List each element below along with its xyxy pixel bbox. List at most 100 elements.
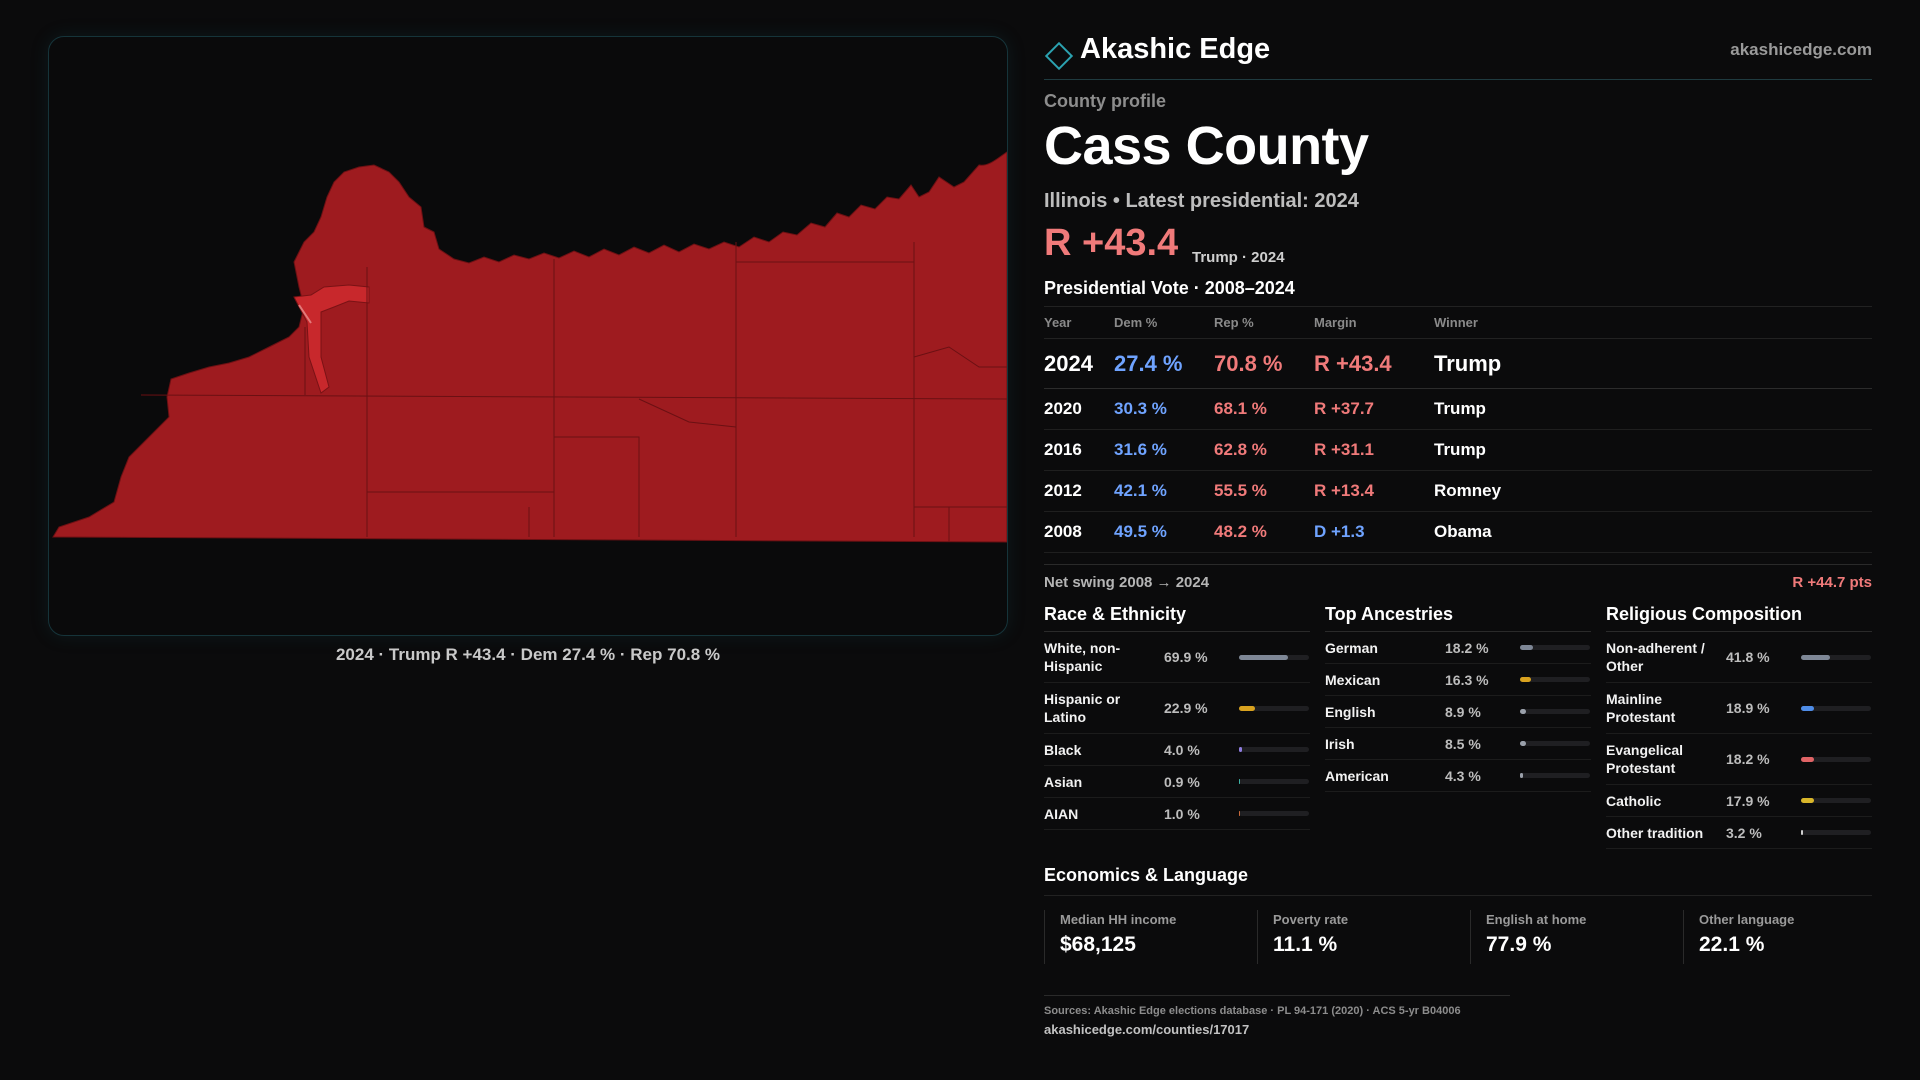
religion-row: Catholic 17.9 % [1606,785,1872,817]
net-swing-label: Net swing 2008 → 2024 [1044,574,1210,591]
net-swing-value: R +44.7 pts [1792,574,1872,591]
page-subtitle: Illinois • Latest presidential: 2024 [1044,190,1359,212]
race-row: Asian 0.9 % [1044,766,1310,798]
vote-rep-pct: 55.5 % [1214,470,1314,512]
vote-row-2016: 2016 31.6 % 62.8 % R +31.1 Trump [1044,429,1872,471]
econ-key: Other language [1699,912,1795,927]
religion-value: 41.8 % [1726,649,1770,665]
ancestry-section-title: Top Ancestries [1325,602,1591,632]
religion-bar [1801,830,1871,835]
ancestry-section: Top Ancestries German 18.2 % Mexican 16.3 %… [1325,602,1591,792]
religion-bar-fill [1801,654,1831,660]
race-name: White, non-Hispanic [1044,640,1121,674]
religion-bar-fill [1801,756,1814,762]
ancestry-bar [1520,741,1590,746]
vote-rep-pct: 68.1 % [1214,388,1314,430]
ancestry-name: Mexican [1325,671,1381,688]
vote-winner: Obama [1434,511,1872,553]
religion-name: Mainline Protestant [1606,691,1676,725]
religion-section-title: Religious Composition [1606,602,1872,632]
vote-row-2020: 2020 30.3 % 68.1 % R +37.7 Trump [1044,388,1872,430]
econ-cell-other-language: Other language 22.1 % [1683,910,1883,964]
ancestry-bar-fill [1520,709,1527,714]
race-row: AIAN 1.0 % [1044,798,1310,830]
col-winner: Winner [1434,306,1872,339]
race-value: 69.9 % [1164,649,1208,665]
vote-dem-pct: 30.3 % [1114,388,1214,430]
race-bar [1239,779,1309,784]
race-bar [1239,811,1309,816]
race-row: White, non-Hispanic 69.9 % [1044,632,1310,683]
ancestry-name: German [1325,639,1378,656]
religion-list: Non-adherent / Other 41.8 % Mainline Prote… [1606,632,1872,849]
col-dem: Dem % [1114,306,1214,339]
race-name: Hispanic or Latino [1044,691,1121,725]
religion-bar-fill [1801,830,1804,835]
economics-section-title: Economics & Language [1044,865,1249,885]
headline-margin: R +43.4 [1044,222,1179,264]
religion-row: Mainline Protestant 18.9 % [1606,683,1872,734]
vote-winner: Trump [1434,429,1872,471]
ancestry-bar [1520,645,1590,650]
econ-cell-income: Median HH income $68,125 [1044,910,1244,964]
race-name: Asian [1044,773,1083,790]
net-swing-row: Net swing 2008 → 2024 R +44.7 pts [1044,564,1872,600]
map-caption: 2024 · Trump R +43.4 · Dem 27.4 % · Rep … [335,645,721,664]
econ-value: $68,125 [1060,933,1136,956]
ancestry-bar-fill [1520,773,1523,778]
ancestry-bar [1520,677,1590,682]
race-section: Race & Ethnicity White, non-Hispanic 69.9… [1044,602,1310,830]
river-inlet [293,284,370,394]
vote-winner: Trump [1434,338,1872,389]
county-permalink[interactable]: akashicedge.com/counties/17017 [1044,1022,1250,1037]
vote-margin: R +31.1 [1314,429,1434,471]
race-value: 4.0 % [1164,741,1200,758]
race-name: AIAN [1044,805,1079,822]
religion-bar [1801,654,1871,660]
county-map[interactable] [49,37,1008,636]
econ-key: Poverty rate [1273,912,1349,927]
ancestry-name: American [1325,767,1389,784]
county-shape[interactable] [52,151,1007,543]
ancestry-bar [1520,773,1590,778]
page-title: Cass County [1044,116,1369,176]
economics-row: Median HH income $68,125 Poverty rate 11… [1044,895,1872,967]
race-value: 1.0 % [1164,805,1200,822]
profile-eyebrow: County profile [1044,91,1166,111]
river-line [298,304,312,324]
vote-dem-pct: 42.1 % [1114,470,1214,512]
religion-row: Evangelical Protestant 18.2 % [1606,734,1872,785]
religion-value: 3.2 % [1726,824,1762,841]
vote-year: 2016 [1044,429,1114,471]
religion-bar [1801,705,1871,711]
vote-margin: R +13.4 [1314,470,1434,512]
brand-header: Akashic Edge akashicedge.com [1044,30,1872,80]
vote-dem-pct: 27.4 % [1114,338,1214,389]
county-map-panel[interactable] [48,36,1008,636]
econ-key: Median HH income [1060,912,1177,927]
religion-name: Catholic [1606,792,1662,809]
race-bar-fill [1239,654,1288,660]
ancestry-value: 18.2 % [1445,639,1489,656]
religion-bar [1801,756,1871,762]
religion-bar-fill [1801,705,1815,711]
vote-winner: Romney [1434,470,1872,512]
econ-value: 22.1 % [1699,933,1765,956]
ancestry-bar-fill [1520,677,1532,682]
race-bar-fill [1239,705,1256,711]
vote-section-title: Presidential Vote · 2008–2024 [1044,278,1295,298]
headline-margin-note: Trump · 2024 [1192,249,1285,266]
col-rep: Rep % [1214,306,1314,339]
vote-row-2024: 2024 27.4 % 70.8 % R +43.4 Trump [1044,338,1872,389]
ancestry-value: 8.9 % [1445,703,1481,720]
brand-url-link[interactable]: akashicedge.com [1730,40,1872,59]
vote-year: 2012 [1044,470,1114,512]
econ-value: 77.9 % [1486,933,1552,956]
econ-key: English at home [1486,912,1587,927]
race-bar-fill [1239,779,1241,784]
econ-cell-english: English at home 77.9 % [1470,910,1670,964]
brand-name[interactable]: Akashic Edge [1080,33,1271,65]
religion-row: Non-adherent / Other 41.8 % [1606,632,1872,683]
brand-logo-icon [1044,41,1074,71]
ancestry-list: German 18.2 % Mexican 16.3 % English 8.9 % Iri… [1325,632,1591,792]
